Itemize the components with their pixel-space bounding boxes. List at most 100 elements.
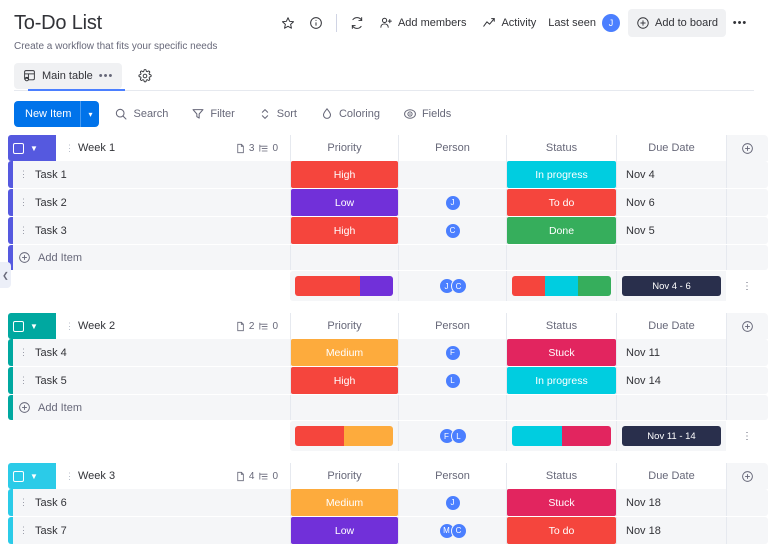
drag-handle-icon[interactable]: ⋮ <box>65 320 74 331</box>
row-menu-icon[interactable]: ⋮ <box>19 497 28 507</box>
cell-due-date[interactable]: Nov 18 <box>616 517 726 544</box>
summary-menu-icon[interactable]: ⋮ <box>726 421 768 451</box>
row-name-cell[interactable]: ⋮ Task 2 <box>13 189 290 216</box>
chevron-down-icon[interactable]: ▾ <box>88 109 93 119</box>
cell-status[interactable]: In progress <box>506 367 616 394</box>
cell-priority[interactable]: High <box>290 217 398 244</box>
add-members-button[interactable]: Add members <box>371 9 474 37</box>
sidebar-collapse-toggle[interactable]: ❮ <box>0 262 11 288</box>
sort-button[interactable]: Sort <box>250 101 305 127</box>
group-select-checkbox[interactable] <box>13 142 24 154</box>
column-header-status[interactable]: Status <box>506 313 616 339</box>
row-menu-icon[interactable]: ⋮ <box>19 169 28 179</box>
column-header-person[interactable]: Person <box>398 313 506 339</box>
summary-menu-icon[interactable]: ⋮ <box>726 271 768 301</box>
search-button[interactable]: Search <box>106 101 176 127</box>
last-seen-avatar[interactable]: J <box>602 14 620 32</box>
column-header-status[interactable]: Status <box>506 135 616 161</box>
add-column-button[interactable] <box>726 463 768 489</box>
new-item-button[interactable]: New Item ▾ <box>14 101 100 127</box>
table-row[interactable]: ⋮ Task 1 High In progress Nov 4 <box>0 161 768 188</box>
cell-person[interactable]: J <box>398 489 506 516</box>
column-header-priority[interactable]: Priority <box>290 463 398 489</box>
avatar[interactable]: L <box>444 372 461 389</box>
chevron-down-icon[interactable]: ▼ <box>30 143 38 153</box>
cell-priority[interactable]: Medium <box>290 339 398 366</box>
add-item-row[interactable]: Add Item <box>0 245 768 270</box>
cell-person[interactable]: L <box>398 367 506 394</box>
cell-priority[interactable]: High <box>290 367 398 394</box>
cell-priority[interactable]: Low <box>290 189 398 216</box>
avatar[interactable]: F <box>444 344 461 361</box>
add-column-button[interactable] <box>726 135 768 161</box>
cell-due-date[interactable]: Nov 5 <box>616 217 726 244</box>
table-row[interactable]: ⋮ Task 2 Low J To do Nov 6 <box>0 189 768 216</box>
row-name-cell[interactable]: ⋮ Task 6 <box>13 489 290 516</box>
cell-person[interactable] <box>398 161 506 188</box>
row-name-cell[interactable]: ⋮ Task 4 <box>13 339 290 366</box>
fields-button[interactable]: Fields <box>395 101 459 127</box>
avatar[interactable]: C <box>450 278 467 294</box>
table-row[interactable]: ⋮ Task 4 Medium F Stuck Nov 11 <box>0 339 768 366</box>
column-header-due-date[interactable]: Due Date <box>616 135 726 161</box>
column-header-person[interactable]: Person <box>398 135 506 161</box>
add-item-button[interactable]: Add Item <box>13 395 290 420</box>
avatar[interactable]: J <box>444 494 461 511</box>
row-menu-icon[interactable]: ⋮ <box>19 225 28 235</box>
table-row[interactable]: ⋮ Task 3 High C Done Nov 5 <box>0 217 768 244</box>
cell-person[interactable]: J <box>398 189 506 216</box>
add-to-board-button[interactable]: Add to board <box>628 9 726 37</box>
row-name-cell[interactable]: ⋮ Task 3 <box>13 217 290 244</box>
tab-menu-icon[interactable]: ••• <box>98 69 114 82</box>
group-controls[interactable]: ▼ <box>8 313 56 339</box>
cell-status[interactable]: To do <box>506 189 616 216</box>
row-menu-icon[interactable]: ⋮ <box>19 375 28 385</box>
column-header-due-date[interactable]: Due Date <box>616 463 726 489</box>
column-header-person[interactable]: Person <box>398 463 506 489</box>
column-header-status[interactable]: Status <box>506 463 616 489</box>
row-menu-icon[interactable]: ⋮ <box>19 197 28 207</box>
chevron-down-icon[interactable]: ▼ <box>30 321 38 331</box>
group-select-checkbox[interactable] <box>13 470 24 482</box>
column-header-due-date[interactable]: Due Date <box>616 313 726 339</box>
refresh-icon[interactable] <box>343 9 371 37</box>
filter-button[interactable]: Filter <box>183 101 242 127</box>
cell-due-date[interactable]: Nov 18 <box>616 489 726 516</box>
add-item-row[interactable]: Add Item <box>0 395 768 420</box>
column-header-priority[interactable]: Priority <box>290 135 398 161</box>
avatar[interactable]: J <box>444 194 461 211</box>
star-icon[interactable] <box>274 9 302 37</box>
summary-status[interactable] <box>506 271 616 301</box>
summary-status[interactable] <box>506 421 616 451</box>
table-row[interactable]: ⋮ Task 6 Medium J Stuck Nov 18 <box>0 489 768 516</box>
cell-person[interactable]: C <box>398 217 506 244</box>
row-menu-icon[interactable]: ⋮ <box>19 525 28 535</box>
cell-due-date[interactable]: Nov 6 <box>616 189 726 216</box>
row-name-cell[interactable]: ⋮ Task 1 <box>13 161 290 188</box>
drag-handle-icon[interactable]: ⋮ <box>65 142 74 153</box>
cell-due-date[interactable]: Nov 11 <box>616 339 726 366</box>
coloring-button[interactable]: Coloring <box>312 101 388 127</box>
column-header-priority[interactable]: Priority <box>290 313 398 339</box>
summary-due-date[interactable]: Nov 4 - 6 <box>616 271 726 301</box>
cell-status[interactable]: To do <box>506 517 616 544</box>
table-row[interactable]: ⋮ Task 5 High L In progress Nov 14 <box>0 367 768 394</box>
group-select-checkbox[interactable] <box>13 320 24 332</box>
drag-handle-icon[interactable]: ⋮ <box>65 470 74 481</box>
summary-priority[interactable] <box>290 271 398 301</box>
avatar[interactable]: C <box>444 222 461 239</box>
row-name-cell[interactable]: ⋮ Task 7 <box>13 517 290 544</box>
avatar[interactable]: L <box>450 428 467 444</box>
cell-due-date[interactable]: Nov 14 <box>616 367 726 394</box>
group-controls[interactable]: ▼ <box>8 135 56 161</box>
summary-due-date[interactable]: Nov 11 - 14 <box>616 421 726 451</box>
chevron-down-icon[interactable]: ▼ <box>30 471 38 481</box>
cell-status[interactable]: Done <box>506 217 616 244</box>
add-item-button[interactable]: Add Item <box>13 245 290 270</box>
avatar[interactable]: C <box>450 522 467 539</box>
cell-status[interactable]: Stuck <box>506 489 616 516</box>
